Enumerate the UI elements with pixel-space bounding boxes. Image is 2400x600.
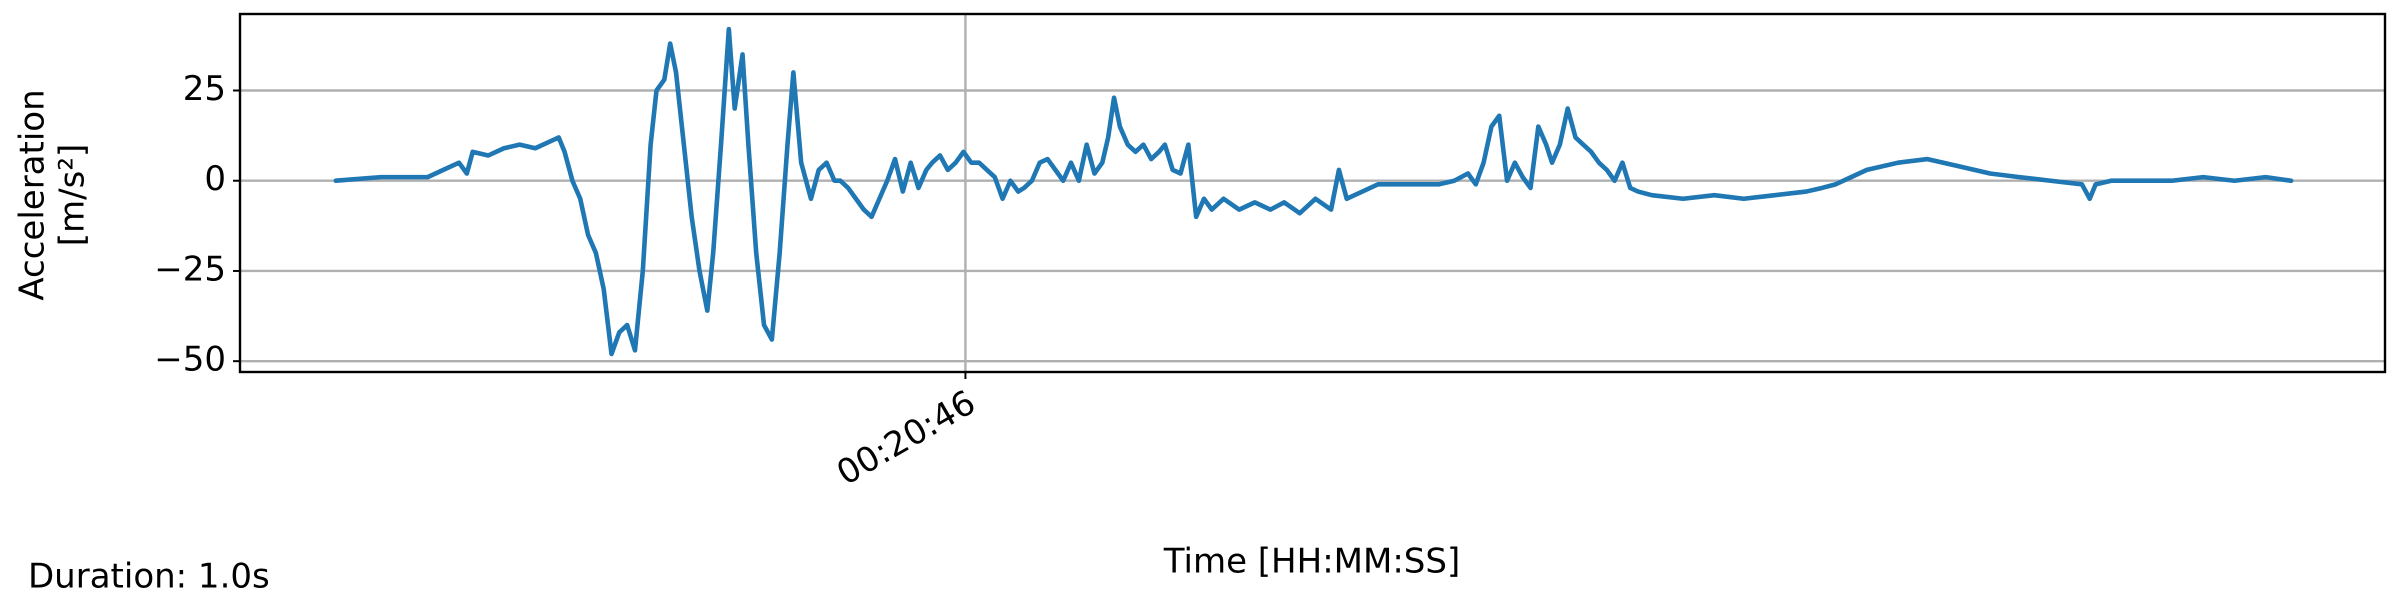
y-tick-label: −25	[154, 249, 226, 289]
x-axis-label: Time [HH:MM:SS]	[1163, 542, 1460, 582]
data-line	[333, 26, 2294, 357]
y-axis-label-line: Acceleration	[13, 89, 53, 300]
duration-annotation: Duration: 1.0s	[28, 557, 270, 597]
y-tick-label: 25	[183, 69, 226, 109]
y-tick-label: 0	[204, 159, 226, 199]
plot-frame	[238, 12, 2387, 374]
y-tick-label: −50	[154, 340, 226, 380]
y-axis-label: Acceleration [m/s²]	[13, 89, 93, 300]
x-tick-label: 00:20:46	[830, 383, 982, 494]
y-axis-label-line: [m/s²]	[53, 144, 93, 246]
